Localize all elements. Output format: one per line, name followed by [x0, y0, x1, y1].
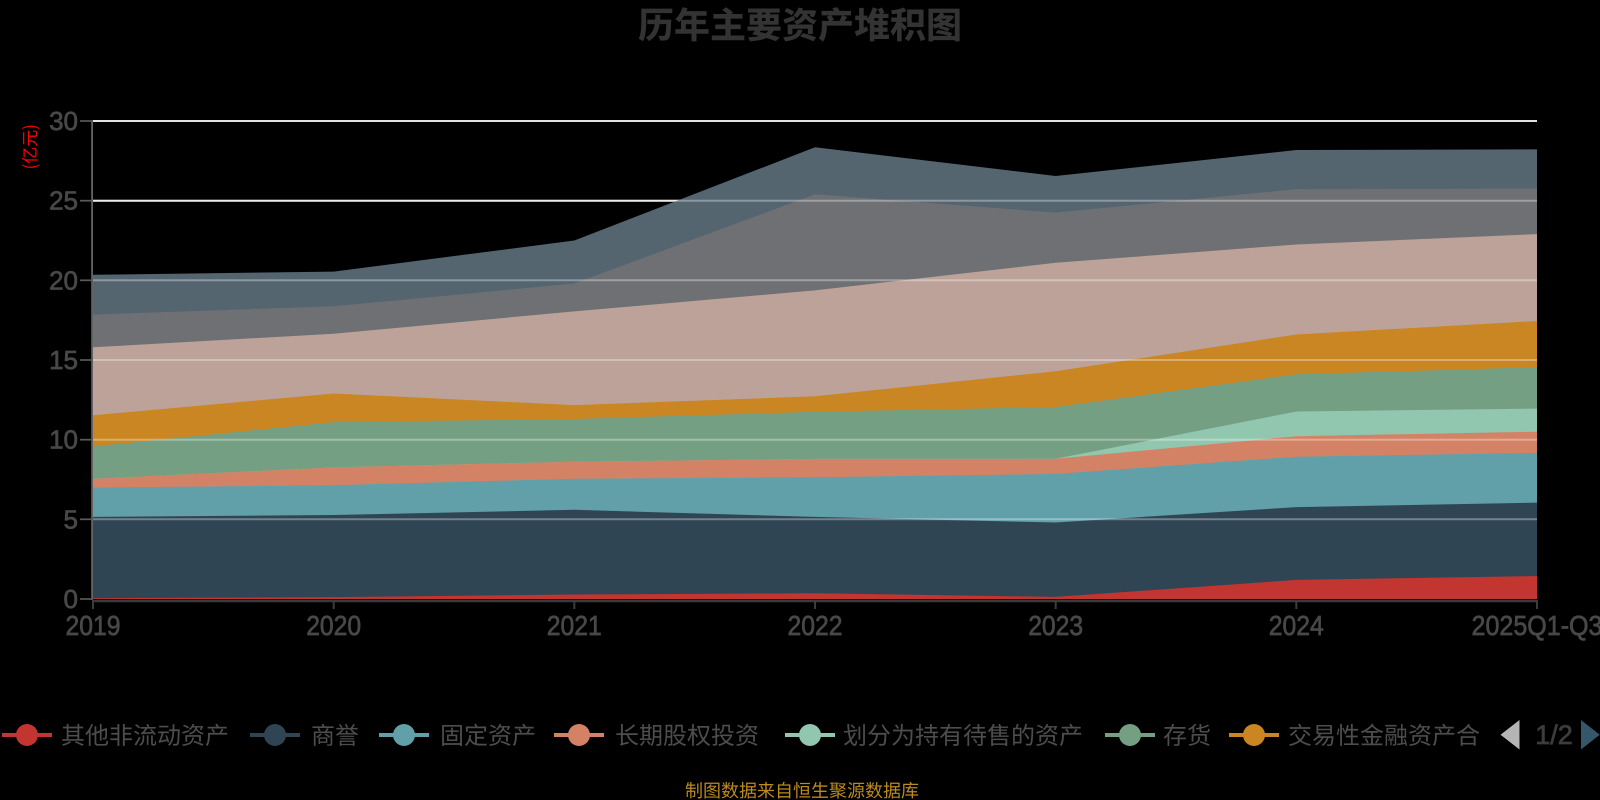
svg-text:20: 20 — [49, 265, 78, 295]
svg-text:2022: 2022 — [788, 610, 843, 641]
svg-text:15: 15 — [49, 345, 78, 375]
svg-text:2025Q1-Q3: 2025Q1-Q3 — [1472, 610, 1600, 641]
svg-text:1/2: 1/2 — [1535, 720, 1573, 750]
svg-text:2021: 2021 — [547, 610, 602, 641]
svg-text:0: 0 — [64, 584, 78, 614]
svg-text:30: 30 — [49, 106, 78, 136]
svg-text:2024: 2024 — [1269, 610, 1324, 641]
svg-text:2023: 2023 — [1028, 610, 1083, 641]
svg-text:2020: 2020 — [306, 610, 361, 641]
svg-text:2019: 2019 — [66, 610, 121, 641]
svg-text:5: 5 — [64, 504, 78, 534]
svg-text:25: 25 — [49, 186, 78, 216]
svg-text:10: 10 — [49, 425, 78, 455]
